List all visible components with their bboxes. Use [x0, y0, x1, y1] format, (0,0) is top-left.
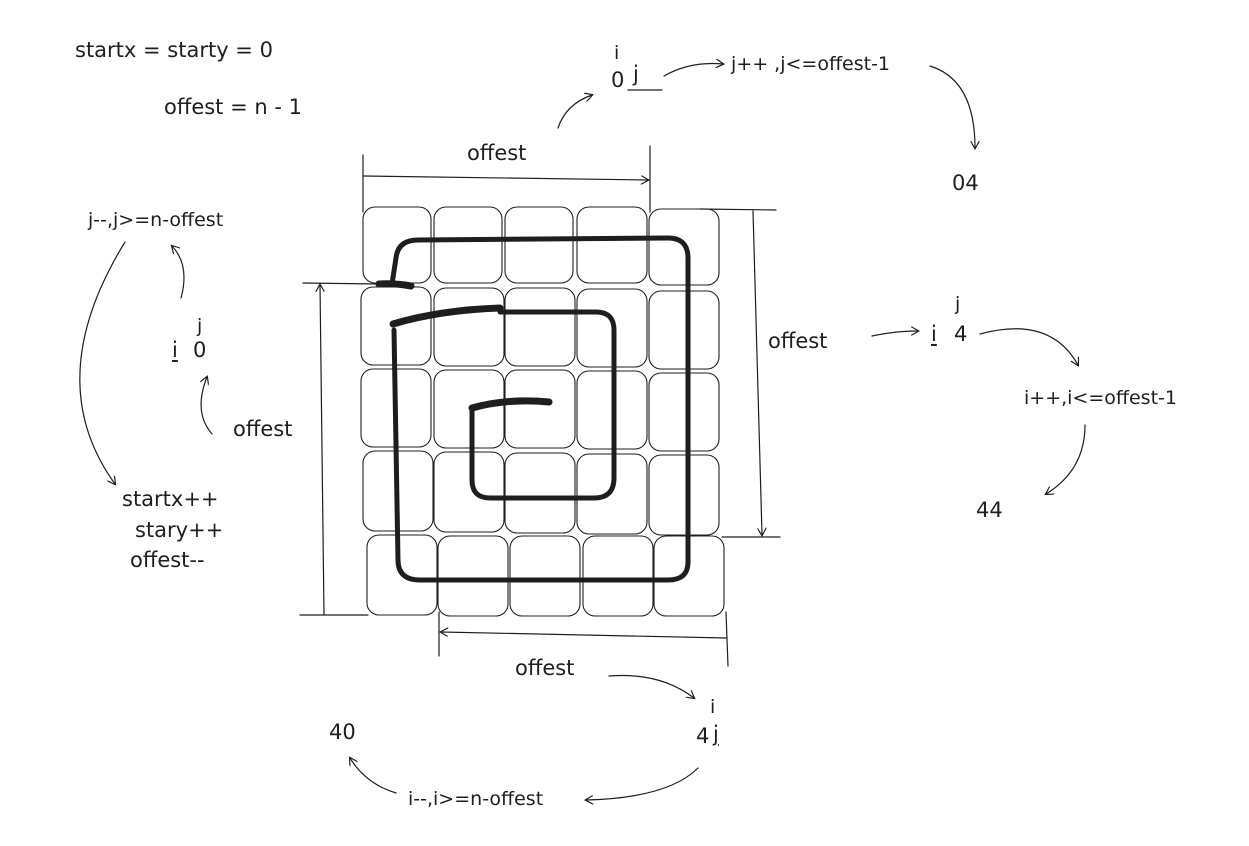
flow-arrows: [79, 64, 1086, 801]
arrow-right-corner-to-loop: [979, 328, 1078, 365]
grid-cell: [509, 535, 581, 617]
arrow-bottom-loop-to-result: [350, 758, 397, 794]
arrow-top-corner-to-loop: [663, 64, 723, 77]
bottom-dimension-label: offest: [515, 656, 575, 680]
top-result-index: 04: [952, 171, 979, 195]
arrow-offest-to-top-corner: [557, 95, 592, 129]
update-offset: offest--: [130, 548, 205, 572]
arrow-bottom-corner-to-loop: [586, 767, 699, 800]
bottom-corner-j: j: [713, 722, 719, 746]
right-corner-4: 4: [954, 322, 968, 346]
top-dimension-label: offest: [467, 141, 527, 165]
arrow-offest-to-bottom-corner: [608, 674, 694, 698]
top-loop-condition: j++ ,j<=offest-1: [731, 53, 891, 75]
right-loop-condition: i++,i<=offest-1: [1024, 387, 1177, 409]
spiral-outer-ring: [389, 235, 691, 583]
top-corner-0: 0: [611, 68, 625, 92]
right-corner-j: j: [955, 293, 961, 315]
top-dimension-arrow: [363, 176, 648, 180]
grid-cell: [648, 290, 720, 370]
bottom-dimension-arrow: [441, 632, 728, 639]
left-extension-top: [302, 282, 379, 285]
bottom-corner-i: i: [710, 696, 716, 718]
left-loop-condition: j--,j>=n-offest: [88, 209, 224, 231]
right-result-index: 44: [976, 498, 1003, 522]
top-corner-i: i: [614, 42, 620, 64]
grid-cell: [576, 206, 648, 284]
start-equation: startx = starty = 0: [75, 38, 273, 62]
arrow-left-loop-to-update: [79, 241, 126, 484]
grid-cell: [648, 454, 720, 536]
grid-cell: [582, 535, 654, 617]
bottom-extension-right: [725, 611, 729, 667]
arrow-offest-to-left-corner: [201, 377, 213, 435]
update-startx: startx++: [122, 487, 219, 511]
left-dimension-arrow: [320, 285, 325, 616]
grid-cell: [433, 206, 503, 284]
grid-cell: [504, 287, 576, 367]
dimension-lines: [299, 145, 781, 667]
right-corner-i: i: [931, 322, 937, 346]
left-dimension-label: offest: [233, 417, 293, 441]
offset-equation: offest = n - 1: [164, 95, 302, 119]
grid-cell: [433, 451, 505, 533]
start-marker-inner: [468, 397, 553, 412]
grid-cell: [504, 369, 576, 449]
left-corner-0: 0: [193, 338, 207, 362]
left-corner-i: i: [172, 338, 178, 362]
left-corner-j: j: [197, 315, 203, 337]
right-dimension-label: offest: [768, 329, 828, 353]
right-dimension-arrow: [752, 210, 762, 535]
matrix-grid: [360, 206, 725, 617]
bottom-corner-4: 4: [696, 724, 710, 748]
grid-cell: [504, 206, 574, 284]
bottom-result-index: 40: [329, 720, 356, 744]
bottom-loop-condition: i--,i>=n-offest: [408, 788, 544, 810]
start-marker-second: [389, 304, 504, 328]
grid-cell: [437, 535, 509, 617]
spiral-inner-ring: [469, 309, 617, 501]
top-corner-j: j: [633, 62, 639, 86]
grid-cell: [362, 206, 432, 284]
grid-cell: [648, 372, 720, 452]
update-starty: stary++: [135, 518, 224, 542]
arrow-offest-to-right-corner: [871, 331, 918, 337]
arrow-left-corner-to-loop: [172, 246, 185, 299]
grid-cell: [433, 287, 505, 367]
arrow-right-loop-to-result: [1046, 424, 1086, 494]
spiral-path: [375, 235, 691, 583]
grid-cell: [504, 452, 576, 534]
start-marker-outer: [375, 280, 415, 290]
right-extension-top: [699, 208, 777, 211]
arrow-top-loop-to-result: [929, 65, 975, 148]
